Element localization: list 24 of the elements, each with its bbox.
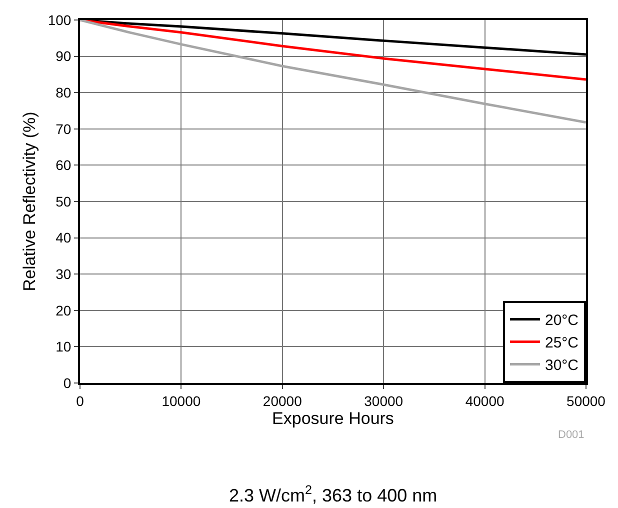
x-tick-label: 30000 [364, 392, 404, 409]
y-tick-label: 0 [63, 374, 72, 391]
x-tick-label: 10000 [162, 392, 201, 409]
text: 2.3 W/cm$^{2}$, 363 to 400 nm [229, 483, 438, 506]
y-tick-label: 100 [48, 12, 72, 28]
text: D001 [558, 429, 584, 441]
y-tick-label: 80 [56, 84, 72, 100]
y-tick-label: 90 [56, 48, 72, 64]
y-tick-label: 30 [56, 266, 72, 282]
x-axis-title: Exposure Hours [272, 408, 394, 428]
legend-label: 30°C [545, 357, 579, 374]
y-tick-label: 10 [56, 338, 72, 355]
y-tick-label: 60 [56, 157, 72, 174]
x-tick-label: 0 [76, 392, 84, 409]
legend-label: 20°C [545, 312, 579, 330]
y-tick-label: 50 [56, 193, 72, 210]
y-tick-label: 20 [56, 302, 72, 318]
x-tick-label: 20000 [262, 392, 302, 409]
y-tick-label: 70 [56, 120, 72, 137]
y-tick-label: 40 [56, 230, 72, 246]
legend-label: 25°C [545, 334, 579, 352]
x-tick-label: 40000 [465, 392, 504, 409]
y-axis-title: Relative Reflectivity (%) [20, 112, 39, 292]
x-tick-label: 50000 [566, 392, 606, 409]
